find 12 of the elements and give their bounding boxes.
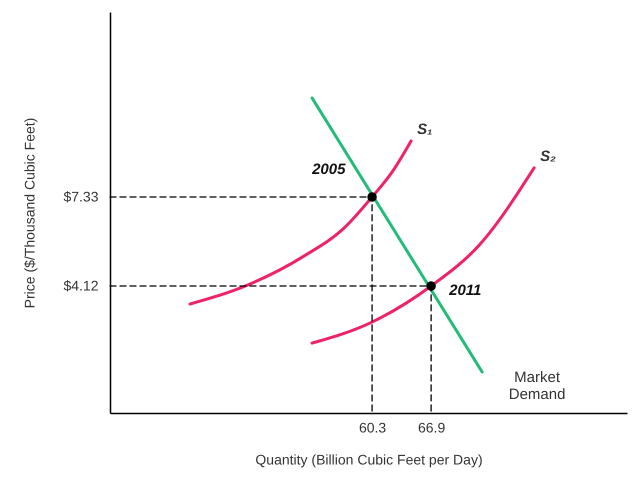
x-axis-title: Quantity (Billion Cubic Feet per Day) [255, 452, 483, 468]
series-label: S₂ [540, 148, 556, 165]
annotation: 2011 [448, 282, 482, 299]
x-tick-label: 66.9 [418, 420, 446, 436]
x-tick-label: 60.3 [358, 420, 386, 436]
y-axis-title: Price ($/Thousand Cubic Feet) [21, 118, 38, 308]
line-series [188, 139, 413, 306]
series-label: S₁ [417, 120, 432, 138]
y-tick-label: $4.12 [63, 277, 99, 294]
annotation: 2005 [311, 160, 346, 178]
series-label: Market Demand [508, 368, 566, 403]
y-tick-label: $7.33 [63, 188, 99, 204]
